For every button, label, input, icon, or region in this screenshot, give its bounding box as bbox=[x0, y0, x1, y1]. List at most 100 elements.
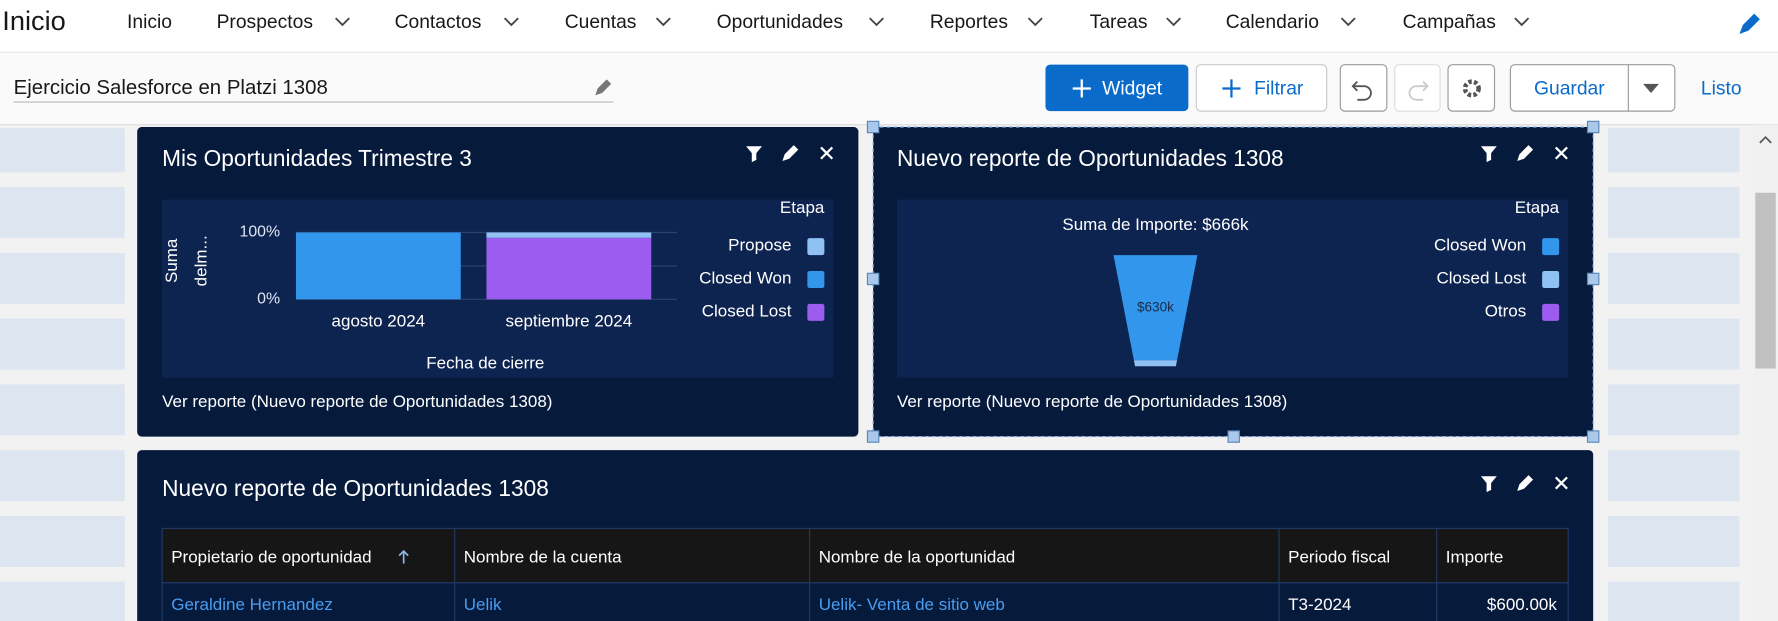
legend-swatch bbox=[1542, 238, 1560, 256]
legend-title: Etapa bbox=[780, 198, 825, 217]
nav-item[interactable]: Calendario bbox=[1226, 12, 1319, 33]
y-axis-label: Suma bbox=[162, 238, 181, 283]
legend-swatch bbox=[1542, 303, 1560, 321]
widget-title: Nuevo reporte de Oportunidades 1308 bbox=[162, 475, 549, 501]
dropdown-icon[interactable] bbox=[1643, 83, 1659, 93]
widget-title: Nuevo reporte de Oportunidades 1308 bbox=[897, 145, 1284, 171]
chevron-icon bbox=[655, 17, 671, 27]
nav-item[interactable]: Reportes bbox=[930, 12, 1008, 33]
table-cell[interactable]: Uelik- Venta de sitio web bbox=[819, 595, 1005, 614]
undo-button[interactable] bbox=[1339, 64, 1388, 112]
nav-item[interactable]: Campañas bbox=[1403, 12, 1496, 33]
nav-item[interactable]: Tareas bbox=[1090, 12, 1148, 33]
data-label: $630k bbox=[1137, 299, 1174, 314]
plus-icon bbox=[1072, 79, 1091, 98]
resize-handle[interactable] bbox=[1586, 430, 1600, 443]
widget-title: Mis Oportunidades Trimestre 3 bbox=[162, 145, 472, 171]
grid-cell bbox=[0, 128, 125, 173]
y-axis-label: delm... bbox=[191, 235, 210, 286]
table-cell[interactable]: Uelik bbox=[464, 595, 502, 614]
button-label: Filtrar bbox=[1254, 79, 1304, 100]
sort-icon bbox=[398, 549, 409, 564]
legend-swatch bbox=[807, 303, 825, 321]
filter-icon[interactable] bbox=[1480, 476, 1497, 493]
resize-handle[interactable] bbox=[1586, 120, 1600, 134]
resize-handle[interactable] bbox=[1586, 272, 1600, 286]
report-link[interactable]: Ver reporte (Nuevo reporte de Oportunida… bbox=[162, 392, 552, 411]
legend-label: Propose bbox=[728, 236, 791, 255]
x-axis-label: Fecha de cierre bbox=[426, 353, 544, 372]
close-icon[interactable] bbox=[1554, 146, 1568, 160]
grid-cell bbox=[0, 450, 125, 502]
button-label: Guardar bbox=[1534, 79, 1605, 100]
table-row bbox=[161, 582, 1569, 621]
chevron-icon bbox=[335, 17, 350, 27]
grid-cell bbox=[0, 581, 125, 621]
redo-icon bbox=[1408, 81, 1429, 101]
button-label: Widget bbox=[1102, 79, 1163, 100]
nav-item[interactable]: Contactos bbox=[395, 12, 482, 33]
filter-button[interactable] bbox=[1195, 64, 1328, 112]
resize-handle[interactable] bbox=[866, 120, 880, 134]
chart-subtitle: Suma de Importe: $666k bbox=[1062, 215, 1249, 234]
legend-swatch bbox=[807, 271, 825, 289]
table-header bbox=[161, 527, 1569, 584]
grid-cell bbox=[0, 515, 125, 567]
report-link[interactable]: Ver reporte (Nuevo reporte de Oportunida… bbox=[897, 392, 1287, 411]
widget-button[interactable] bbox=[1045, 64, 1189, 112]
column-header: Importe bbox=[1446, 547, 1504, 566]
chevron-icon bbox=[503, 17, 519, 27]
filter-icon[interactable] bbox=[1480, 146, 1497, 163]
grid-cell bbox=[0, 318, 125, 370]
settings-button[interactable] bbox=[1447, 64, 1496, 112]
done-link[interactable]: Listo bbox=[1701, 79, 1742, 100]
bar-segment bbox=[486, 237, 652, 300]
chevron-icon bbox=[1514, 17, 1530, 27]
close-icon[interactable] bbox=[820, 146, 834, 160]
nav-bar bbox=[0, 0, 1778, 53]
grid-cell bbox=[1607, 318, 1740, 370]
edit-icon[interactable] bbox=[782, 145, 799, 162]
y-tick-label: 0% bbox=[257, 291, 280, 308]
plus-icon bbox=[1222, 79, 1241, 98]
dashboard-name[interactable]: Ejercicio Salesforce en Platzi 1308 bbox=[14, 77, 328, 99]
funnel-segment bbox=[1113, 255, 1198, 361]
column-header: Nombre de la oportunidad bbox=[819, 547, 1016, 566]
legend-label: Otros bbox=[1485, 301, 1527, 320]
save-button[interactable] bbox=[1509, 64, 1676, 112]
filter-icon[interactable] bbox=[746, 146, 763, 163]
scroll-thumb[interactable] bbox=[1755, 192, 1776, 369]
edit-icon[interactable] bbox=[1517, 475, 1534, 491]
column-header: Periodo fiscal bbox=[1288, 547, 1390, 566]
nav-item[interactable]: Oportunidades bbox=[717, 12, 843, 33]
table-cell[interactable]: Geraldine Hernandez bbox=[171, 595, 333, 614]
close-icon[interactable] bbox=[1554, 476, 1568, 490]
nav-item[interactable]: Cuentas bbox=[565, 12, 637, 33]
edit-icon[interactable] bbox=[595, 79, 612, 96]
edit-icon[interactable] bbox=[1517, 145, 1534, 162]
layout-grid bbox=[0, 128, 1740, 621]
column-header: Propietario de oportunidad bbox=[171, 547, 371, 566]
legend-label: Closed Lost bbox=[1436, 268, 1526, 287]
nav-item[interactable]: Prospectos bbox=[217, 12, 313, 33]
scroll-up[interactable] bbox=[1759, 136, 1772, 144]
nav-item[interactable]: Inicio bbox=[127, 12, 172, 33]
resize-handle[interactable] bbox=[866, 272, 880, 286]
x-tick-label: agosto 2024 bbox=[332, 312, 426, 331]
x-tick-label: septiembre 2024 bbox=[506, 312, 633, 331]
chart-panel bbox=[896, 199, 1569, 378]
redo-button[interactable] bbox=[1394, 64, 1441, 112]
grid-cell bbox=[0, 187, 125, 239]
column-header: Nombre de la cuenta bbox=[464, 547, 622, 566]
funnel-segment bbox=[1133, 360, 1178, 367]
grid-cell bbox=[1607, 515, 1740, 567]
y-tick-label: 100% bbox=[240, 224, 281, 241]
resize-handle[interactable] bbox=[1227, 430, 1240, 443]
legend-label: Closed Lost bbox=[702, 301, 792, 320]
edit-nav-icon[interactable] bbox=[1739, 13, 1760, 35]
legend-title: Etapa bbox=[1515, 198, 1560, 217]
resize-handle[interactable] bbox=[866, 430, 880, 443]
